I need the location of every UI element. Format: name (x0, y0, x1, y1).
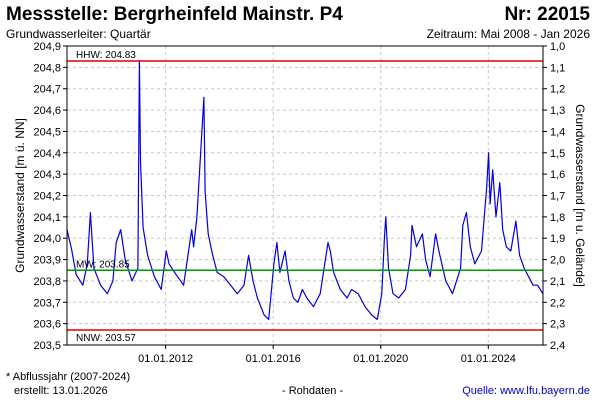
y-tick-label: 204,9 (33, 41, 61, 53)
station-number: Nr: 22015 (504, 4, 590, 25)
y-tick-label: 203,9 (33, 255, 61, 267)
y-tick-label-right: 2,3 (550, 319, 565, 331)
y-tick-label-right: 2,2 (550, 297, 565, 309)
x-tick-label: 01.01.2016 (246, 353, 301, 365)
y-axis-title-right: Grundwasserstand [m u. Gelände] (573, 104, 587, 287)
y-tick-label-right: 1,1 (550, 62, 565, 74)
y-tick-label-right: 2,4 (550, 340, 565, 352)
y-tick-label-right: 1,2 (550, 84, 565, 96)
y-tick-label-right: 2,0 (550, 255, 565, 267)
y-tick-label-right: 1,3 (550, 105, 565, 117)
data-type-label: - Rohdaten - (282, 385, 344, 397)
reference-label-max: HHW: 204.83 (76, 50, 136, 61)
y-tick-label-right: 2,1 (550, 276, 565, 288)
reference-label-min: NNW: 203.57 (76, 333, 136, 344)
y-tick-label: 204,7 (33, 84, 61, 96)
period-label: Zeitraum: Mai 2008 - Jan 2026 (426, 27, 590, 41)
y-tick-label: 204,2 (33, 191, 61, 203)
x-tick-label: 01.01.2024 (461, 353, 516, 365)
page-title: Messstelle: Bergrheinfeld Mainstr. P4 (6, 4, 343, 25)
y-tick-label: 203,8 (33, 276, 61, 288)
y-tick-label-right: 1,0 (550, 41, 565, 53)
y-tick-label: 203,6 (33, 319, 61, 331)
source-link[interactable]: Quelle: www.lfu.bayern.de (462, 385, 590, 397)
y-tick-label-right: 1,4 (550, 126, 565, 138)
groundwater-level-line (66, 60, 544, 320)
y-tick-label: 204,0 (33, 233, 61, 245)
y-tick-label: 204,8 (33, 62, 61, 74)
reference-label-mean: MW: 203.85 (76, 259, 130, 270)
plot-frame (66, 45, 544, 346)
y-tick-label: 203,5 (33, 340, 61, 352)
created-date: erstellt: 13.01.2026 (14, 385, 108, 397)
aquifer-label: Grundwasserleiter: Quartär (6, 27, 151, 41)
y-tick-label-right: 1,8 (550, 212, 565, 224)
x-tick-label: 01.01.2012 (138, 353, 193, 365)
y-tick-label: 204,5 (33, 126, 61, 138)
y-tick-label-right: 1,9 (550, 233, 565, 245)
y-tick-label-right: 1,5 (550, 148, 565, 160)
footnote: * Abflussjahr (2007-2024) (6, 371, 131, 383)
y-axis-title: Grundwasserstand [m ü. NN] (13, 118, 27, 273)
y-tick-label: 203,7 (33, 297, 61, 309)
y-tick-label: 204,3 (33, 169, 61, 181)
y-tick-label-right: 1,7 (550, 191, 565, 203)
y-tick-label: 204,4 (33, 148, 61, 160)
y-tick-label: 204,6 (33, 105, 61, 117)
x-tick-label: 01.01.2020 (353, 353, 408, 365)
y-tick-label: 204,1 (33, 212, 61, 224)
y-tick-label-right: 1,6 (550, 169, 565, 181)
